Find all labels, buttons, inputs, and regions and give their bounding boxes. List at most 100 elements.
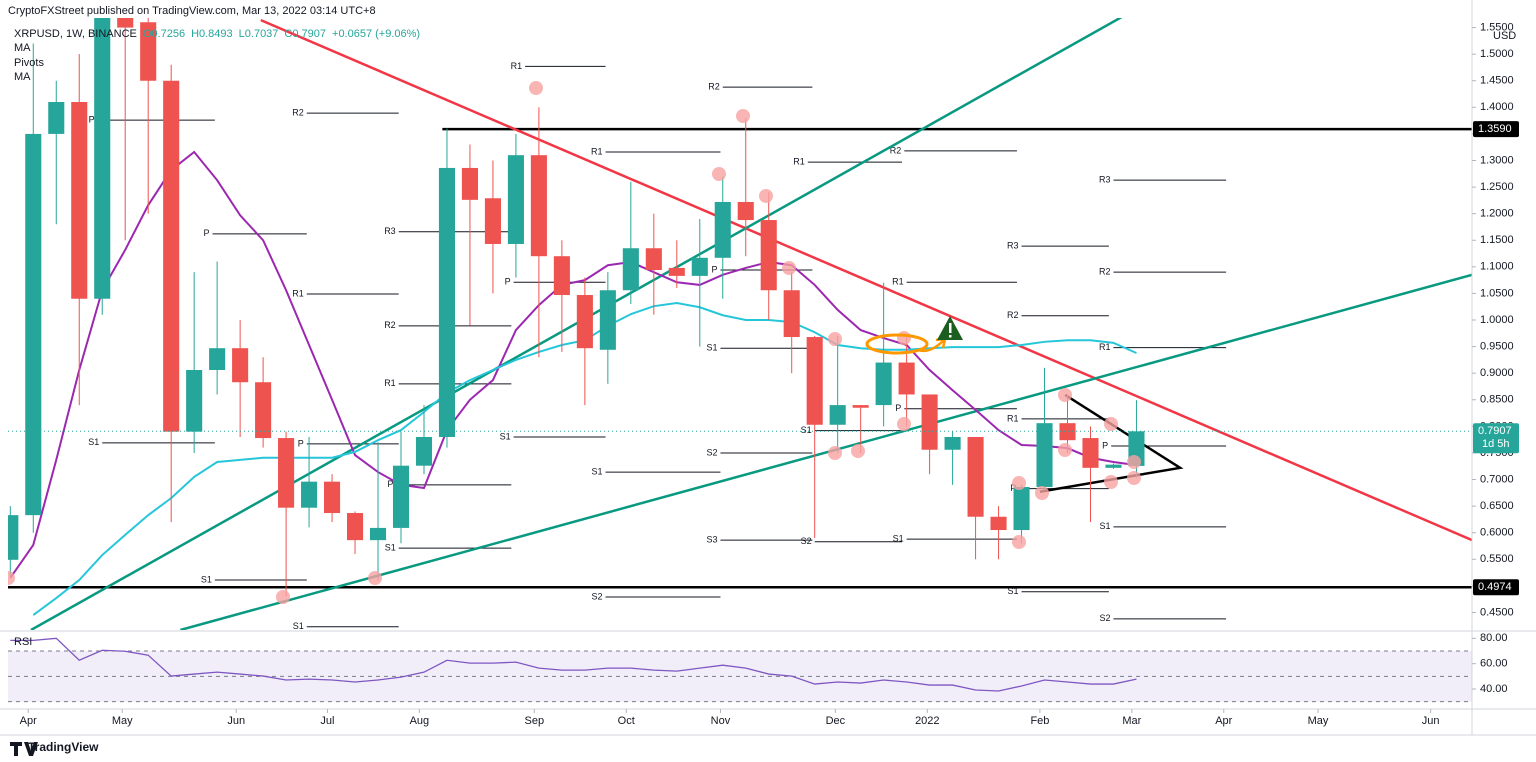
y-tick-label: 0.7000 bbox=[1480, 473, 1514, 485]
pivot-label: R2 bbox=[890, 145, 902, 155]
pivot-label: P bbox=[204, 228, 210, 238]
brand: TradingView bbox=[28, 740, 99, 754]
candle-body bbox=[301, 481, 318, 508]
y-tick-label: 1.3000 bbox=[1480, 154, 1514, 166]
y-tick-label: 0.4500 bbox=[1480, 606, 1514, 618]
x-tick-label: May bbox=[112, 715, 133, 727]
pivot-label: S1 bbox=[1099, 521, 1110, 531]
axes: 0.45000.50000.55000.60000.65000.70000.75… bbox=[0, 0, 1536, 736]
price-pane: R1 R2 R2 P R1 R2 R1 R3 P R3 R3 R2 P P R1 R1 R2 R2 S1 R1 R1 P R… bbox=[8, 18, 1472, 630]
candle-body bbox=[852, 405, 869, 408]
ohlc-value: O0.7256 bbox=[143, 28, 185, 40]
marker bbox=[1104, 475, 1118, 489]
pivot-label: R1 bbox=[1099, 342, 1111, 352]
y-tick-label: 1.2000 bbox=[1480, 208, 1514, 220]
pivot-label: R1 bbox=[384, 378, 396, 388]
candle-body bbox=[346, 513, 364, 541]
candle-body bbox=[461, 167, 478, 200]
trendline bbox=[180, 273, 1472, 630]
pivot-label: S2 bbox=[801, 536, 812, 546]
marker bbox=[897, 331, 911, 345]
rsi-title: RSI bbox=[14, 636, 32, 648]
y-tick-label: 1.0500 bbox=[1480, 287, 1514, 299]
y-tick-label: 1.0000 bbox=[1480, 314, 1514, 326]
warning-mark bbox=[949, 323, 952, 333]
brand-logo bbox=[10, 742, 38, 756]
pivot-label: P bbox=[387, 479, 393, 489]
pivot-label: R1 bbox=[1007, 413, 1019, 423]
candle-body bbox=[186, 369, 203, 432]
candle-body bbox=[645, 248, 662, 271]
x-tick-label: Oct bbox=[618, 715, 635, 727]
marker bbox=[897, 417, 911, 431]
y-tick-label: 1.1000 bbox=[1480, 261, 1514, 273]
marker bbox=[1127, 471, 1141, 485]
pivot-label: R1 bbox=[292, 288, 304, 298]
pivot-label: R1 bbox=[511, 61, 523, 71]
candle-body bbox=[94, 18, 111, 299]
candle-body bbox=[392, 465, 410, 528]
candle-body bbox=[438, 167, 456, 437]
candle-body bbox=[140, 22, 157, 81]
x-tick-label: Apr bbox=[20, 715, 37, 727]
marker bbox=[851, 444, 865, 458]
marker bbox=[8, 571, 15, 585]
candle-body bbox=[209, 348, 226, 370]
y-tick-label: 0.6000 bbox=[1480, 527, 1514, 539]
ohlc-value: H0.8493 bbox=[191, 28, 233, 40]
marker bbox=[782, 261, 796, 275]
y-tick-label: 0.6500 bbox=[1480, 500, 1514, 512]
pivot-label: R2 bbox=[384, 320, 396, 330]
candle-body bbox=[967, 436, 984, 517]
candle-body bbox=[507, 155, 524, 244]
candle-body bbox=[668, 267, 685, 276]
y-tick-label: 1.1500 bbox=[1480, 234, 1514, 246]
x-tick-label: Nov bbox=[711, 715, 731, 727]
y-tick-label: 80.00 bbox=[1480, 632, 1508, 644]
countdown: 1d 5h bbox=[1482, 438, 1510, 450]
marker bbox=[1012, 476, 1026, 490]
x-tick-label: Dec bbox=[826, 715, 846, 727]
y-tick-label: 1.5500 bbox=[1480, 21, 1514, 33]
candle-body bbox=[990, 516, 1007, 531]
level-label: 1.3590 bbox=[1478, 123, 1512, 135]
candle-body bbox=[944, 436, 961, 450]
candle-body bbox=[8, 515, 19, 560]
pivot-label: R2 bbox=[1099, 267, 1111, 277]
candle-body bbox=[1105, 464, 1122, 468]
trendline bbox=[260, 18, 1472, 542]
marker bbox=[1058, 388, 1072, 402]
pivot-label: R3 bbox=[1099, 175, 1111, 185]
legend-ma: MA bbox=[14, 71, 31, 83]
y-tick-label: 0.8500 bbox=[1480, 394, 1514, 406]
marker bbox=[529, 81, 543, 95]
candle-body bbox=[760, 220, 777, 291]
pivot-label: S1 bbox=[500, 431, 511, 441]
pivot-label: S2 bbox=[706, 447, 717, 457]
x-tick-label: Jun bbox=[227, 715, 245, 727]
publisher: CryptoFXStreet published on TradingView.… bbox=[8, 5, 376, 17]
marker bbox=[828, 446, 842, 460]
y-tick-label: 40.00 bbox=[1480, 683, 1508, 695]
x-tick-label: Jun bbox=[1422, 715, 1440, 727]
candle-body bbox=[622, 248, 639, 291]
pivot-label: S1 bbox=[801, 425, 812, 435]
marker bbox=[828, 332, 842, 346]
x-tick-label: Sep bbox=[525, 715, 545, 727]
pivot-label: P bbox=[895, 403, 901, 413]
marker bbox=[1058, 443, 1072, 457]
pivot-label: S1 bbox=[201, 574, 212, 584]
candle-body bbox=[369, 527, 387, 541]
x-tick-label: Apr bbox=[1215, 715, 1232, 727]
candle-body bbox=[1059, 423, 1076, 441]
warning-dot bbox=[949, 335, 952, 338]
pivot-label: P bbox=[298, 438, 304, 448]
pivot-label: R1 bbox=[892, 277, 904, 287]
pivot-label: R2 bbox=[292, 108, 304, 118]
y-tick-label: 60.00 bbox=[1480, 658, 1508, 670]
marker bbox=[1104, 417, 1118, 431]
touch-markers bbox=[8, 81, 1141, 604]
annotations bbox=[8, 81, 1141, 604]
candle-body bbox=[71, 102, 88, 299]
